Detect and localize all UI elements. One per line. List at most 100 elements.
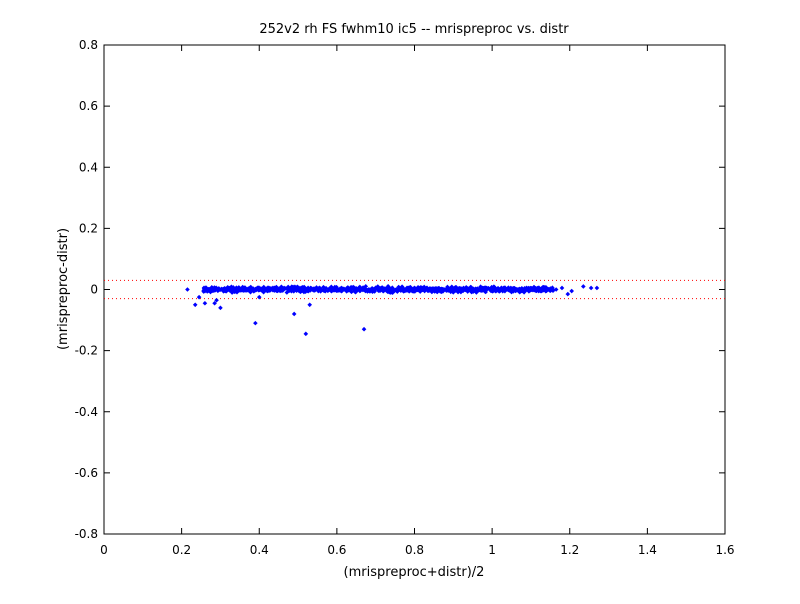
x-axis-label: (mrispreproc+distr)/2 — [344, 565, 485, 580]
data-point — [523, 288, 529, 293]
x-tick-label: 0 — [100, 543, 108, 557]
data-point — [289, 286, 294, 292]
data-point — [478, 284, 483, 290]
data-point — [501, 285, 506, 291]
data-point — [215, 288, 221, 294]
data-point-outlier — [553, 287, 559, 292]
data-point — [419, 286, 424, 291]
data-point — [357, 288, 363, 294]
data-point — [469, 288, 474, 294]
data-point-outlier — [559, 285, 565, 291]
data-point — [495, 287, 500, 293]
data-point — [346, 288, 352, 293]
data-point — [305, 285, 311, 291]
y-tick-label: -0.8 — [75, 527, 98, 541]
data-point — [352, 289, 357, 294]
data-point — [489, 288, 495, 293]
data-point — [444, 288, 449, 293]
data-point — [209, 285, 215, 290]
data-point — [482, 289, 488, 294]
data-point — [550, 288, 556, 294]
data-point — [348, 288, 354, 294]
data-point — [472, 287, 478, 292]
data-point — [327, 287, 333, 293]
data-point — [216, 286, 221, 292]
data-point — [360, 285, 366, 290]
chart-title: 252v2 rh FS fwhm10 ic5 -- mrispreproc vs… — [259, 22, 569, 37]
data-point — [253, 287, 259, 293]
data-point — [463, 285, 469, 290]
data-point — [279, 284, 284, 290]
data-point — [230, 286, 236, 292]
data-point — [381, 287, 386, 293]
data-point — [461, 285, 466, 291]
data-point — [365, 287, 371, 293]
data-point — [333, 287, 338, 292]
data-point — [534, 288, 539, 294]
data-point — [506, 285, 511, 290]
data-point — [390, 290, 395, 295]
y-tick-label: 0.6 — [79, 99, 98, 113]
data-point — [451, 289, 456, 295]
data-point — [518, 287, 524, 292]
y-tick-label: -0.2 — [75, 344, 98, 358]
data-point-outlier — [212, 300, 217, 306]
data-point — [458, 286, 464, 291]
data-point — [323, 285, 329, 291]
data-point — [369, 288, 375, 293]
data-point — [485, 286, 491, 291]
data-point — [547, 288, 553, 293]
data-point — [312, 288, 317, 293]
data-point — [440, 288, 445, 294]
data-point-outlier — [307, 302, 313, 308]
data-point — [505, 287, 511, 293]
data-point — [268, 287, 273, 293]
data-point — [432, 287, 437, 293]
data-point — [465, 286, 470, 291]
data-point — [451, 286, 457, 291]
data-point — [515, 287, 521, 293]
data-point — [210, 288, 215, 293]
data-point — [201, 285, 207, 291]
data-point — [201, 289, 206, 294]
data-point — [529, 287, 534, 293]
data-point — [439, 286, 445, 292]
x-tick-label: 0.2 — [172, 543, 191, 557]
data-point-outlier — [202, 300, 208, 306]
data-point — [363, 284, 369, 289]
data-point — [299, 288, 305, 293]
data-point — [404, 287, 409, 293]
data-point — [354, 286, 359, 292]
data-point — [479, 286, 485, 292]
data-point-outlier — [594, 285, 600, 291]
data-point — [319, 287, 325, 293]
data-point — [224, 288, 229, 294]
data-point — [535, 286, 541, 291]
data-point — [272, 285, 277, 291]
x-tick-label: 1 — [488, 543, 496, 557]
data-point — [344, 286, 349, 292]
data-point — [241, 286, 246, 291]
data-point — [285, 286, 291, 292]
data-point — [455, 289, 461, 295]
data-point — [490, 286, 496, 292]
data-point — [361, 287, 367, 292]
y-tick-label: -0.6 — [75, 466, 98, 480]
data-point — [316, 288, 321, 294]
y-tick-label: 0.8 — [79, 38, 98, 52]
data-point-outlier — [196, 294, 202, 300]
data-point — [357, 284, 363, 290]
data-point — [498, 287, 504, 293]
data-point — [391, 289, 397, 294]
data-point — [265, 285, 271, 290]
data-point — [385, 284, 391, 289]
data-point — [212, 285, 217, 290]
data-point-outlier — [253, 320, 258, 326]
x-tick-label: 0.6 — [327, 543, 346, 557]
y-axis-label: (mrispreproc-distr) — [56, 228, 71, 350]
y-tick-label: 0 — [90, 283, 98, 297]
data-point — [296, 288, 301, 293]
data-point — [448, 289, 454, 295]
data-point — [225, 285, 231, 291]
data-point — [422, 286, 428, 292]
